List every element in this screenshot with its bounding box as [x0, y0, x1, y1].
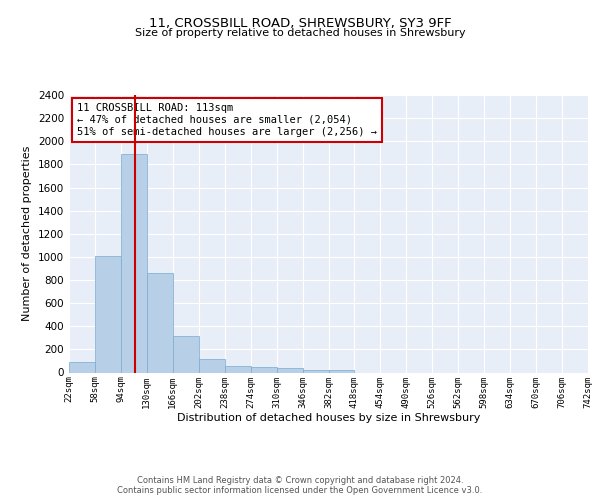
Text: 11 CROSSBILL ROAD: 113sqm
← 47% of detached houses are smaller (2,054)
51% of se: 11 CROSSBILL ROAD: 113sqm ← 47% of detac… — [77, 104, 377, 136]
Text: Size of property relative to detached houses in Shrewsbury: Size of property relative to detached ho… — [134, 28, 466, 38]
Bar — [251, 366, 277, 372]
Text: 11, CROSSBILL ROAD, SHREWSBURY, SY3 9FF: 11, CROSSBILL ROAD, SHREWSBURY, SY3 9FF — [149, 18, 451, 30]
Bar — [173, 336, 199, 372]
Bar — [69, 362, 95, 372]
Text: Contains HM Land Registry data © Crown copyright and database right 2024.
Contai: Contains HM Land Registry data © Crown c… — [118, 476, 482, 495]
Bar — [147, 273, 173, 372]
Bar — [329, 370, 355, 372]
Bar — [225, 366, 251, 372]
Bar — [199, 359, 224, 372]
Bar — [277, 368, 302, 372]
Bar — [121, 154, 147, 372]
Bar — [302, 370, 329, 372]
X-axis label: Distribution of detached houses by size in Shrewsbury: Distribution of detached houses by size … — [177, 413, 480, 423]
Bar — [95, 256, 121, 372]
Y-axis label: Number of detached properties: Number of detached properties — [22, 146, 32, 322]
